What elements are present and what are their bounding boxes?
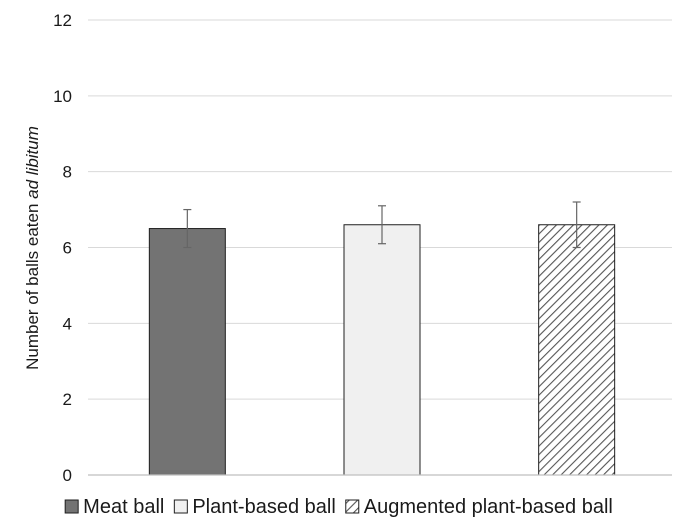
y-axis-label-italic: ad libitum	[23, 126, 42, 199]
bars	[148, 224, 616, 476]
bar-plant-based-ball	[343, 224, 421, 476]
y-tick-labels: 0 2 4 6 8 10 12	[53, 11, 72, 485]
y-tick-label: 12	[53, 11, 72, 30]
y-axis-label: Number of balls eaten ad libitum	[23, 126, 42, 370]
y-tick-label: 0	[63, 466, 72, 485]
legend-label: Plant-based ball	[192, 496, 335, 518]
legend-swatch	[345, 499, 360, 514]
y-axis-label-main: Number of balls eaten	[23, 199, 42, 370]
error-bars	[183, 201, 581, 249]
legend-label: Augmented plant-based ball	[364, 496, 613, 518]
legend: Meat ball Plant-based ball Augmented plant…	[64, 496, 613, 518]
legend-label: Meat ball	[83, 496, 164, 518]
y-tick-label: 6	[63, 239, 72, 258]
y-tick-label: 8	[63, 163, 72, 182]
bar-meat-ball	[148, 228, 226, 476]
y-tick-label: 10	[53, 87, 72, 106]
legend-swatch	[64, 499, 79, 514]
bar-augmented-plant-based-ball	[538, 224, 616, 476]
y-tick-label: 4	[63, 314, 72, 333]
legend-swatch	[173, 499, 188, 514]
y-tick-label: 2	[63, 390, 72, 409]
